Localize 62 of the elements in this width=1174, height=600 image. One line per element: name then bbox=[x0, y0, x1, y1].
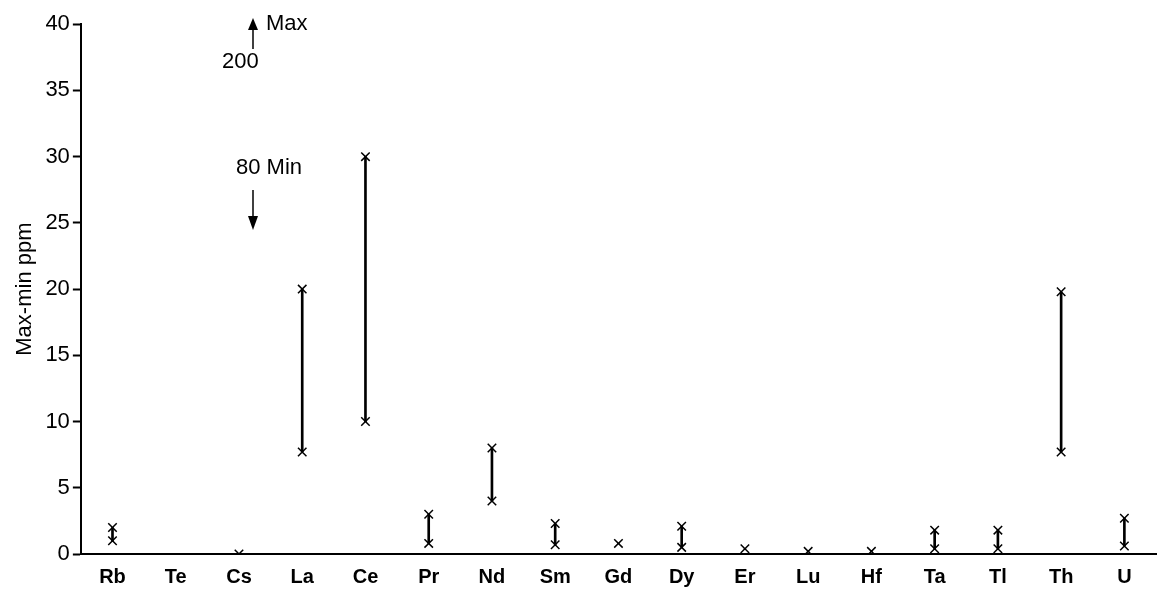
point bbox=[297, 447, 308, 458]
point bbox=[866, 546, 877, 554]
y-tick-label: 25 bbox=[45, 208, 70, 234]
x-tick-label: Th bbox=[1048, 564, 1074, 587]
x-tick-label: Nd bbox=[478, 564, 506, 587]
y-axis-title: Max-min ppm bbox=[11, 222, 37, 356]
x-tick-label: Lu bbox=[795, 564, 821, 587]
point bbox=[107, 522, 118, 533]
y-tick-label: 40 bbox=[45, 10, 70, 36]
y-tick-label: 5 bbox=[57, 473, 70, 499]
point bbox=[803, 546, 814, 554]
point bbox=[423, 538, 434, 549]
annotation: 80 Min bbox=[236, 154, 303, 180]
point bbox=[107, 535, 118, 546]
point bbox=[739, 543, 750, 554]
point bbox=[1119, 513, 1130, 524]
x-tick-label: Gd bbox=[604, 564, 633, 587]
point bbox=[360, 416, 371, 427]
y-tick-label: 15 bbox=[45, 341, 70, 367]
bar bbox=[553, 523, 557, 546]
x-tick-label: Pr bbox=[418, 564, 440, 587]
bar bbox=[1123, 517, 1126, 547]
x-tick-label: Dy bbox=[668, 564, 696, 587]
point bbox=[992, 543, 1003, 554]
x-tick-label: U bbox=[1117, 564, 1132, 587]
point bbox=[992, 525, 1003, 536]
x-tick-label: La bbox=[290, 564, 315, 587]
point bbox=[297, 284, 308, 295]
point bbox=[550, 518, 561, 529]
point bbox=[550, 539, 561, 550]
y-tick-label: 20 bbox=[45, 275, 70, 301]
point bbox=[676, 542, 687, 553]
x-tick-label: Er bbox=[734, 564, 756, 587]
x-tick-label: Ce bbox=[352, 564, 379, 587]
point bbox=[1056, 447, 1067, 458]
y-tick-label: 0 bbox=[57, 540, 70, 566]
point bbox=[486, 443, 497, 454]
point bbox=[360, 151, 371, 162]
x-tick-label: Ta bbox=[923, 564, 947, 587]
y-tick-label: 35 bbox=[45, 76, 70, 102]
bar bbox=[300, 288, 304, 453]
point bbox=[929, 543, 940, 554]
point bbox=[486, 496, 497, 507]
point bbox=[423, 509, 434, 520]
bar bbox=[427, 513, 431, 544]
y-tick-label: 30 bbox=[45, 142, 70, 168]
point bbox=[929, 525, 940, 536]
x-tick-label: Sm bbox=[539, 564, 571, 587]
bar bbox=[364, 156, 367, 422]
x-tick-label: Hf bbox=[860, 564, 883, 587]
x-tick-label: Cs bbox=[226, 564, 252, 587]
point bbox=[1056, 286, 1067, 297]
annotation: 200 bbox=[222, 48, 259, 74]
annotation: Max bbox=[266, 10, 308, 36]
bar bbox=[680, 525, 684, 548]
y-tick-label: 10 bbox=[45, 407, 70, 433]
point bbox=[676, 521, 687, 532]
x-tick-label: Rb bbox=[99, 564, 126, 587]
point bbox=[1119, 541, 1130, 552]
point bbox=[613, 538, 624, 549]
x-tick-label: Te bbox=[164, 564, 187, 587]
x-tick-label: Tl bbox=[989, 564, 1007, 587]
